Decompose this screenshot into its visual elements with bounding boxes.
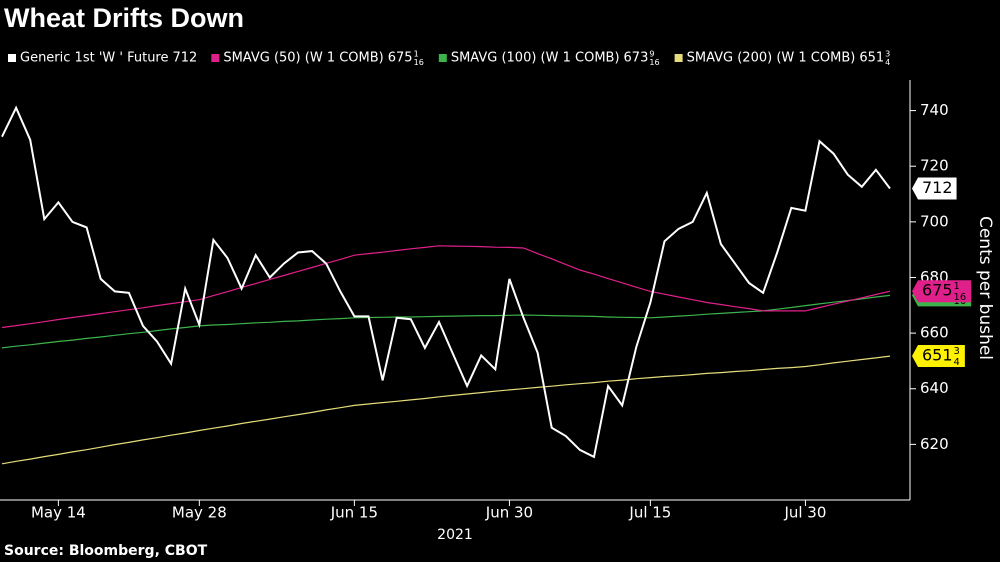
x-axis-label: 2021 — [437, 527, 473, 543]
last-value-label: 675 — [922, 281, 953, 300]
x-tick-label: Jul 15 — [628, 504, 671, 522]
legend-value-num: 9 — [649, 49, 654, 58]
last-value-box — [912, 345, 965, 368]
y-axis-label: Cents per bushel — [975, 216, 995, 360]
chart-title: Wheat Drifts Down — [4, 3, 244, 33]
last-value-box — [912, 177, 957, 200]
legend-value: 673 — [624, 51, 649, 66]
legend-label: SMAVG (200) (W 1 COMB) — [687, 51, 856, 66]
y-tick-label: 660 — [920, 324, 949, 342]
y-tick-label: 740 — [920, 101, 949, 119]
legend-value-den: 16 — [649, 58, 659, 67]
legend-value: 712 — [172, 51, 197, 66]
last-value-label-num: 1 — [954, 281, 960, 292]
legend-value-den: 16 — [414, 58, 424, 67]
series-line — [1, 245, 891, 329]
legend-swatch — [674, 54, 683, 62]
x-tick-label: May 28 — [172, 504, 227, 522]
series-line — [1, 105, 891, 459]
legend-value-den: 4 — [885, 58, 890, 67]
last-value-label-den: 4 — [954, 357, 960, 368]
legend-value: 651 — [859, 51, 884, 66]
y-tick-label: 640 — [920, 379, 949, 397]
x-tick-label: May 14 — [31, 504, 86, 522]
x-tick-label: Jun 30 — [485, 504, 533, 522]
legend-swatch — [211, 54, 220, 62]
series-line — [1, 355, 891, 465]
legend-value: 675 — [388, 51, 413, 66]
y-tick-label: 700 — [920, 212, 949, 230]
last-value-label-num: 3 — [954, 346, 960, 357]
last-value-label-den: 16 — [954, 292, 967, 303]
legend-value-num: 3 — [885, 49, 890, 58]
y-tick-label: 620 — [920, 435, 949, 453]
legend-label: SMAVG (100) (W 1 COMB) — [451, 51, 620, 66]
legend-label: SMAVG (50) (W 1 COMB) — [223, 51, 383, 66]
y-tick-label: 720 — [920, 157, 949, 175]
last-value-label: 712 — [922, 178, 953, 197]
x-tick-label: Jun 15 — [330, 504, 378, 522]
series-line — [1, 294, 891, 349]
legend-swatch — [8, 54, 16, 62]
legend-value-num: 1 — [414, 49, 419, 58]
last-value-label: 651 — [922, 346, 953, 365]
x-tick-label: Jul 30 — [783, 504, 826, 522]
last-value-box — [912, 280, 972, 303]
legend-swatch — [438, 54, 447, 62]
legend-label: Generic 1st 'W ' Future — [20, 51, 168, 66]
source: Source: Bloomberg, CBOT — [4, 543, 208, 559]
